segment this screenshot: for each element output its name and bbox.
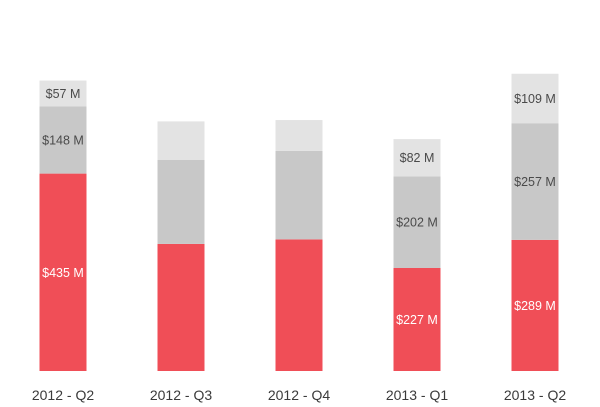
segment-value-label: $109 M [514, 92, 556, 106]
category-tick-label: 2012 - Q3 [150, 387, 212, 403]
segment-value-label: $148 M [42, 134, 84, 148]
bar-segment [393, 267, 441, 371]
segment-labels-group: $435 M $148 M $57 M $227 M $202 M $82 M $289 M… [42, 87, 556, 327]
bar-segment [275, 150, 323, 240]
bar-segment [393, 139, 441, 177]
bar-segment [157, 121, 205, 160]
bar-segment [275, 239, 323, 371]
bars-group [39, 73, 559, 371]
category-tick-label: 2012 - Q4 [268, 387, 330, 403]
bar-segment [39, 173, 87, 371]
segment-value-label: $57 M [46, 87, 81, 101]
bar-segment [511, 239, 559, 371]
category-labels-group: 2012 - Q2 2012 - Q3 2012 - Q4 2013 - Q1 2013… [32, 387, 566, 403]
bar-segment [511, 73, 559, 124]
bar-segment [39, 106, 87, 174]
segment-value-label: $289 M [514, 299, 556, 313]
segment-value-label: $227 M [396, 313, 438, 327]
bar-segment [157, 243, 205, 371]
segment-value-label: $435 M [42, 266, 84, 280]
segment-value-label: $82 M [400, 151, 435, 165]
bar-segment [393, 176, 441, 268]
category-tick-label: 2013 - Q1 [386, 387, 448, 403]
segment-value-label: $257 M [514, 175, 556, 189]
bar-segment [511, 123, 559, 240]
category-tick-label: 2012 - Q2 [32, 387, 94, 403]
segment-value-label: $202 M [396, 216, 438, 230]
bar-segment [275, 120, 323, 151]
bar-segment [39, 80, 87, 107]
category-tick-label: 2013 - Q2 [504, 387, 566, 403]
bar-segment [157, 159, 205, 244]
